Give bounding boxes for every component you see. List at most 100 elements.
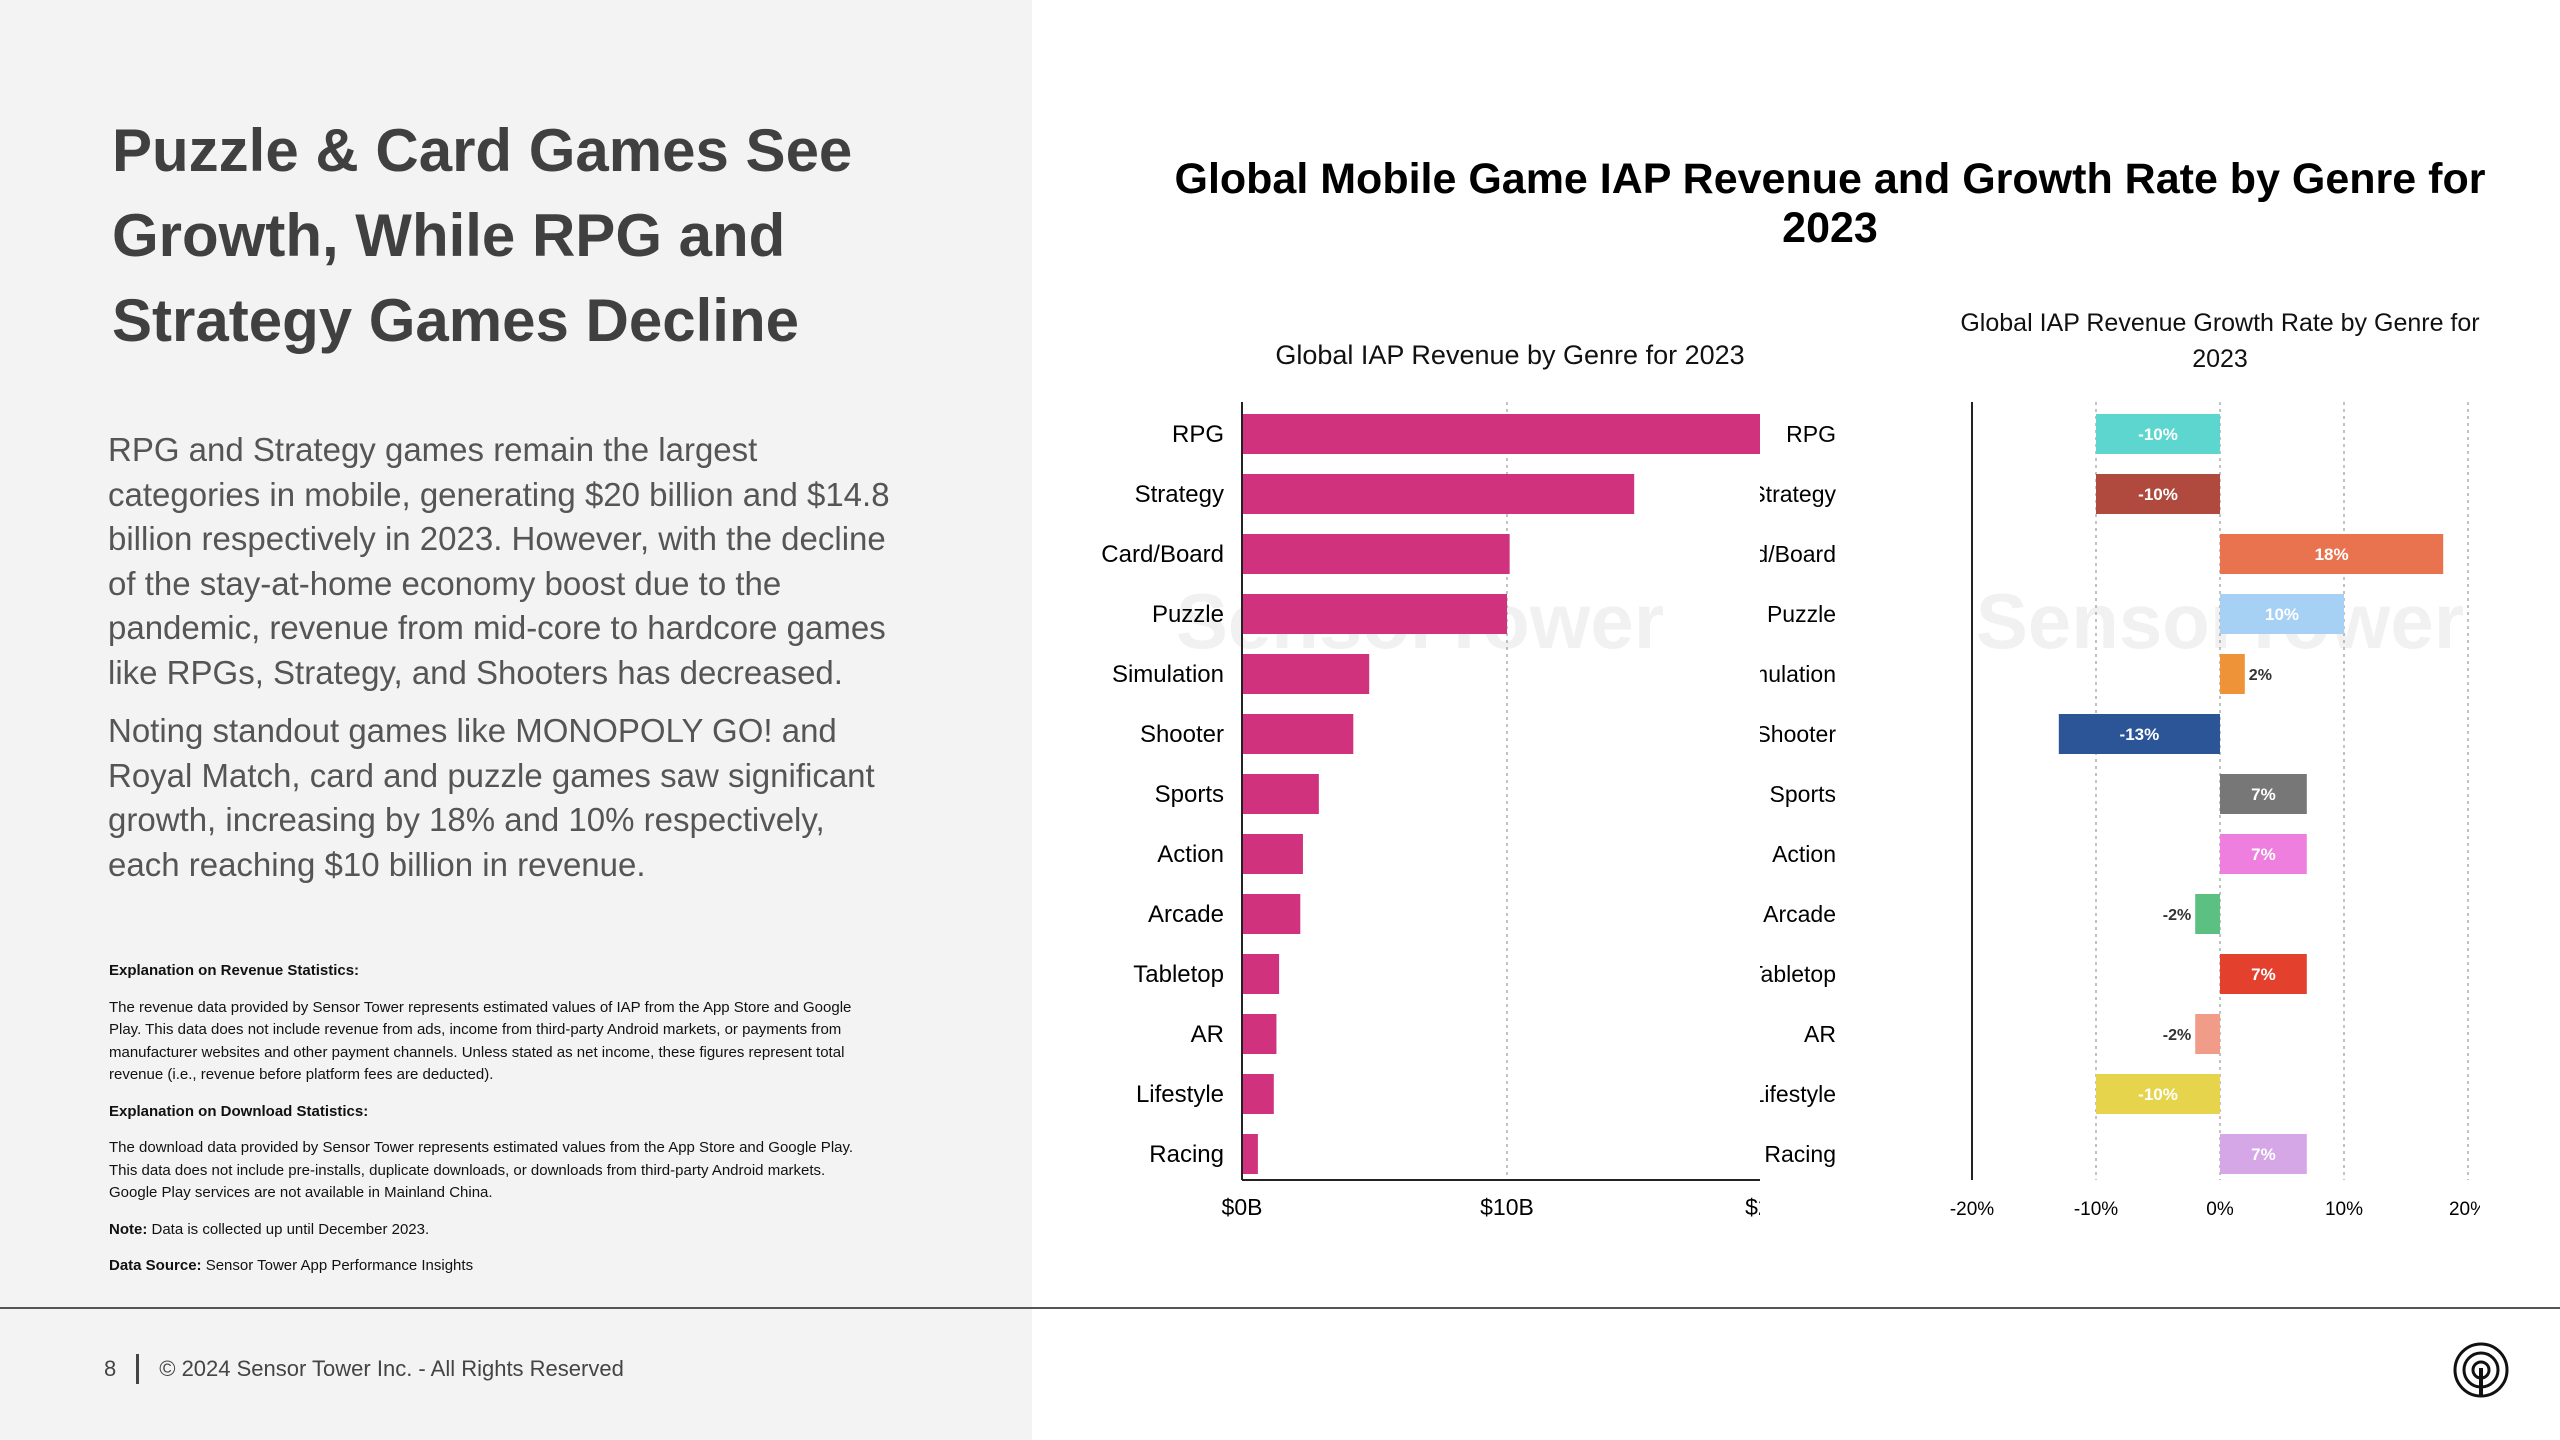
growth-bar (2195, 894, 2220, 934)
revenue-notes-text: The revenue data provided by Sensor Towe… (109, 998, 852, 1084)
x-tick-label: $10B (1480, 1194, 1534, 1220)
data-label: 7% (2251, 965, 2276, 984)
category-label: Racing (1149, 1141, 1224, 1168)
x-tick-label: $0B (1222, 1194, 1263, 1220)
x-tick-label: -10% (2074, 1199, 2118, 1220)
x-tick-label: -20% (1950, 1199, 1994, 1220)
revenue-bar (1242, 954, 1280, 994)
revenue-bar (1242, 414, 1760, 454)
data-label: -10% (2138, 1085, 2178, 1104)
data-label: -10% (2138, 425, 2178, 444)
category-label: Strategy (1135, 481, 1224, 508)
revenue-bar (1242, 894, 1301, 934)
category-label: Arcade (1148, 901, 1224, 928)
note-text: Data is collected up until December 2023… (151, 1220, 430, 1238)
growth-bar (2220, 954, 2307, 994)
data-label: 10% (2265, 605, 2299, 624)
x-tick-label: 10% (2325, 1199, 2363, 1220)
data-label: 2% (2249, 667, 2272, 684)
growth-bar (2220, 654, 2245, 694)
revenue-bar (1242, 714, 1354, 754)
data-note: Note: Data is collected up until Decembe… (109, 1219, 869, 1242)
chart-title: Global Mobile Game IAP Revenue and Growt… (1174, 155, 2486, 252)
growth-bar (2096, 414, 2220, 454)
category-label: Action (1772, 841, 1836, 867)
body-paragraph: Noting standout games like MONOPOLY GO! … (108, 712, 875, 883)
category-label: Lifestyle (1136, 1081, 1224, 1108)
left-panel (0, 0, 1032, 1440)
data-label: -13% (2120, 725, 2160, 744)
growth-bar (2220, 774, 2307, 814)
growth-bar (2058, 714, 2220, 754)
revenue-bar (1242, 1074, 1274, 1114)
revenue-notes-heading: Explanation on Revenue Statistics: (109, 962, 360, 979)
revenue-bar (1242, 1134, 1258, 1174)
download-notes-text: The download data provided by Sensor Tow… (109, 1139, 854, 1201)
category-label: Simulation (1760, 661, 1836, 687)
category-label: Sports (1770, 781, 1836, 807)
revenue-bar (1242, 834, 1303, 874)
category-label: AR (1191, 1021, 1224, 1048)
growth-bar (2220, 594, 2344, 634)
category-label: RPG (1172, 421, 1224, 448)
footer-divider (0, 1307, 2560, 1309)
data-label: -2% (2163, 1027, 2191, 1044)
copyright-text: © 2024 Sensor Tower Inc. - All Rights Re… (159, 1356, 624, 1381)
category-label: Card/Board (1760, 541, 1836, 567)
revenue-bar (1242, 534, 1510, 574)
data-source: Data Source: Sensor Tower App Performanc… (109, 1255, 869, 1278)
category-label: Arcade (1763, 901, 1836, 927)
growth-bar (2220, 1134, 2307, 1174)
data-label: -2% (2163, 907, 2191, 924)
category-label: Lifestyle (1760, 1081, 1836, 1107)
data-label: 7% (2251, 785, 2276, 804)
x-tick-label: $20B (1745, 1194, 1760, 1220)
category-label: Action (1157, 841, 1224, 868)
category-label: Tabletop (1133, 961, 1224, 988)
notes-section: Explanation on Revenue Statistics: The r… (109, 960, 869, 1292)
revenue-bar (1242, 594, 1507, 634)
growth-bar (2096, 474, 2220, 514)
revenue-bar (1242, 1014, 1277, 1054)
growth-bar (2195, 1014, 2220, 1054)
category-label: Strategy (1760, 481, 1836, 507)
category-label: RPG (1786, 421, 1836, 447)
category-label: Card/Board (1101, 541, 1224, 568)
page-number: 8 (104, 1356, 117, 1381)
category-label: Tabletop (1760, 961, 1836, 987)
data-label: 7% (2251, 845, 2276, 864)
data-label: -10% (2138, 485, 2178, 504)
x-tick-label: 20% (2449, 1199, 2480, 1220)
source-label: Data Source: (109, 1257, 202, 1274)
note-label: Note: (109, 1220, 148, 1238)
category-label: Shooter (1140, 721, 1224, 748)
growth-chart-title: Global IAP Revenue Growth Rate by Genre … (1960, 309, 2480, 373)
revenue-bar (1242, 474, 1635, 514)
category-label: Sports (1155, 781, 1224, 808)
category-label: AR (1804, 1021, 1836, 1047)
footer: 8 © 2024 Sensor Tower Inc. - All Rights … (104, 1352, 624, 1386)
growth-bar (2096, 1074, 2220, 1114)
x-tick-label: 0% (2206, 1199, 2234, 1220)
growth-bar (2220, 534, 2444, 574)
sensor-tower-logo-icon (2453, 1342, 2509, 1398)
category-label: Puzzle (1152, 601, 1224, 628)
growth-bar-chart: SensorTower-20%-10%0%10%20%-10%RPG-10%St… (1760, 402, 2480, 1220)
body-text: RPG and Strategy games remain the larges… (108, 428, 898, 901)
category-label: Shooter (1760, 721, 1836, 747)
footer-separator (136, 1354, 140, 1384)
revenue-bar (1242, 654, 1370, 694)
body-paragraph: RPG and Strategy games remain the larges… (108, 431, 890, 691)
revenue-bar (1242, 774, 1319, 814)
page-title: Puzzle & Card Games See Growth, While RP… (112, 117, 853, 354)
revenue-chart-title: Global IAP Revenue by Genre for 2023 (1275, 340, 1745, 370)
category-label: Racing (1764, 1141, 1836, 1167)
category-label: Puzzle (1767, 601, 1836, 627)
source-text: Sensor Tower App Performance Insights (205, 1257, 474, 1274)
category-label: Simulation (1112, 661, 1224, 688)
growth-bar (2220, 834, 2307, 874)
data-label: 7% (2251, 1145, 2276, 1164)
data-label: 18% (2315, 545, 2349, 564)
download-notes-heading: Explanation on Download Statistics: (109, 1102, 369, 1120)
revenue-bar-chart: SensorTower$0B$10B$20BRPGStrategyCard/Bo… (1101, 402, 1760, 1220)
